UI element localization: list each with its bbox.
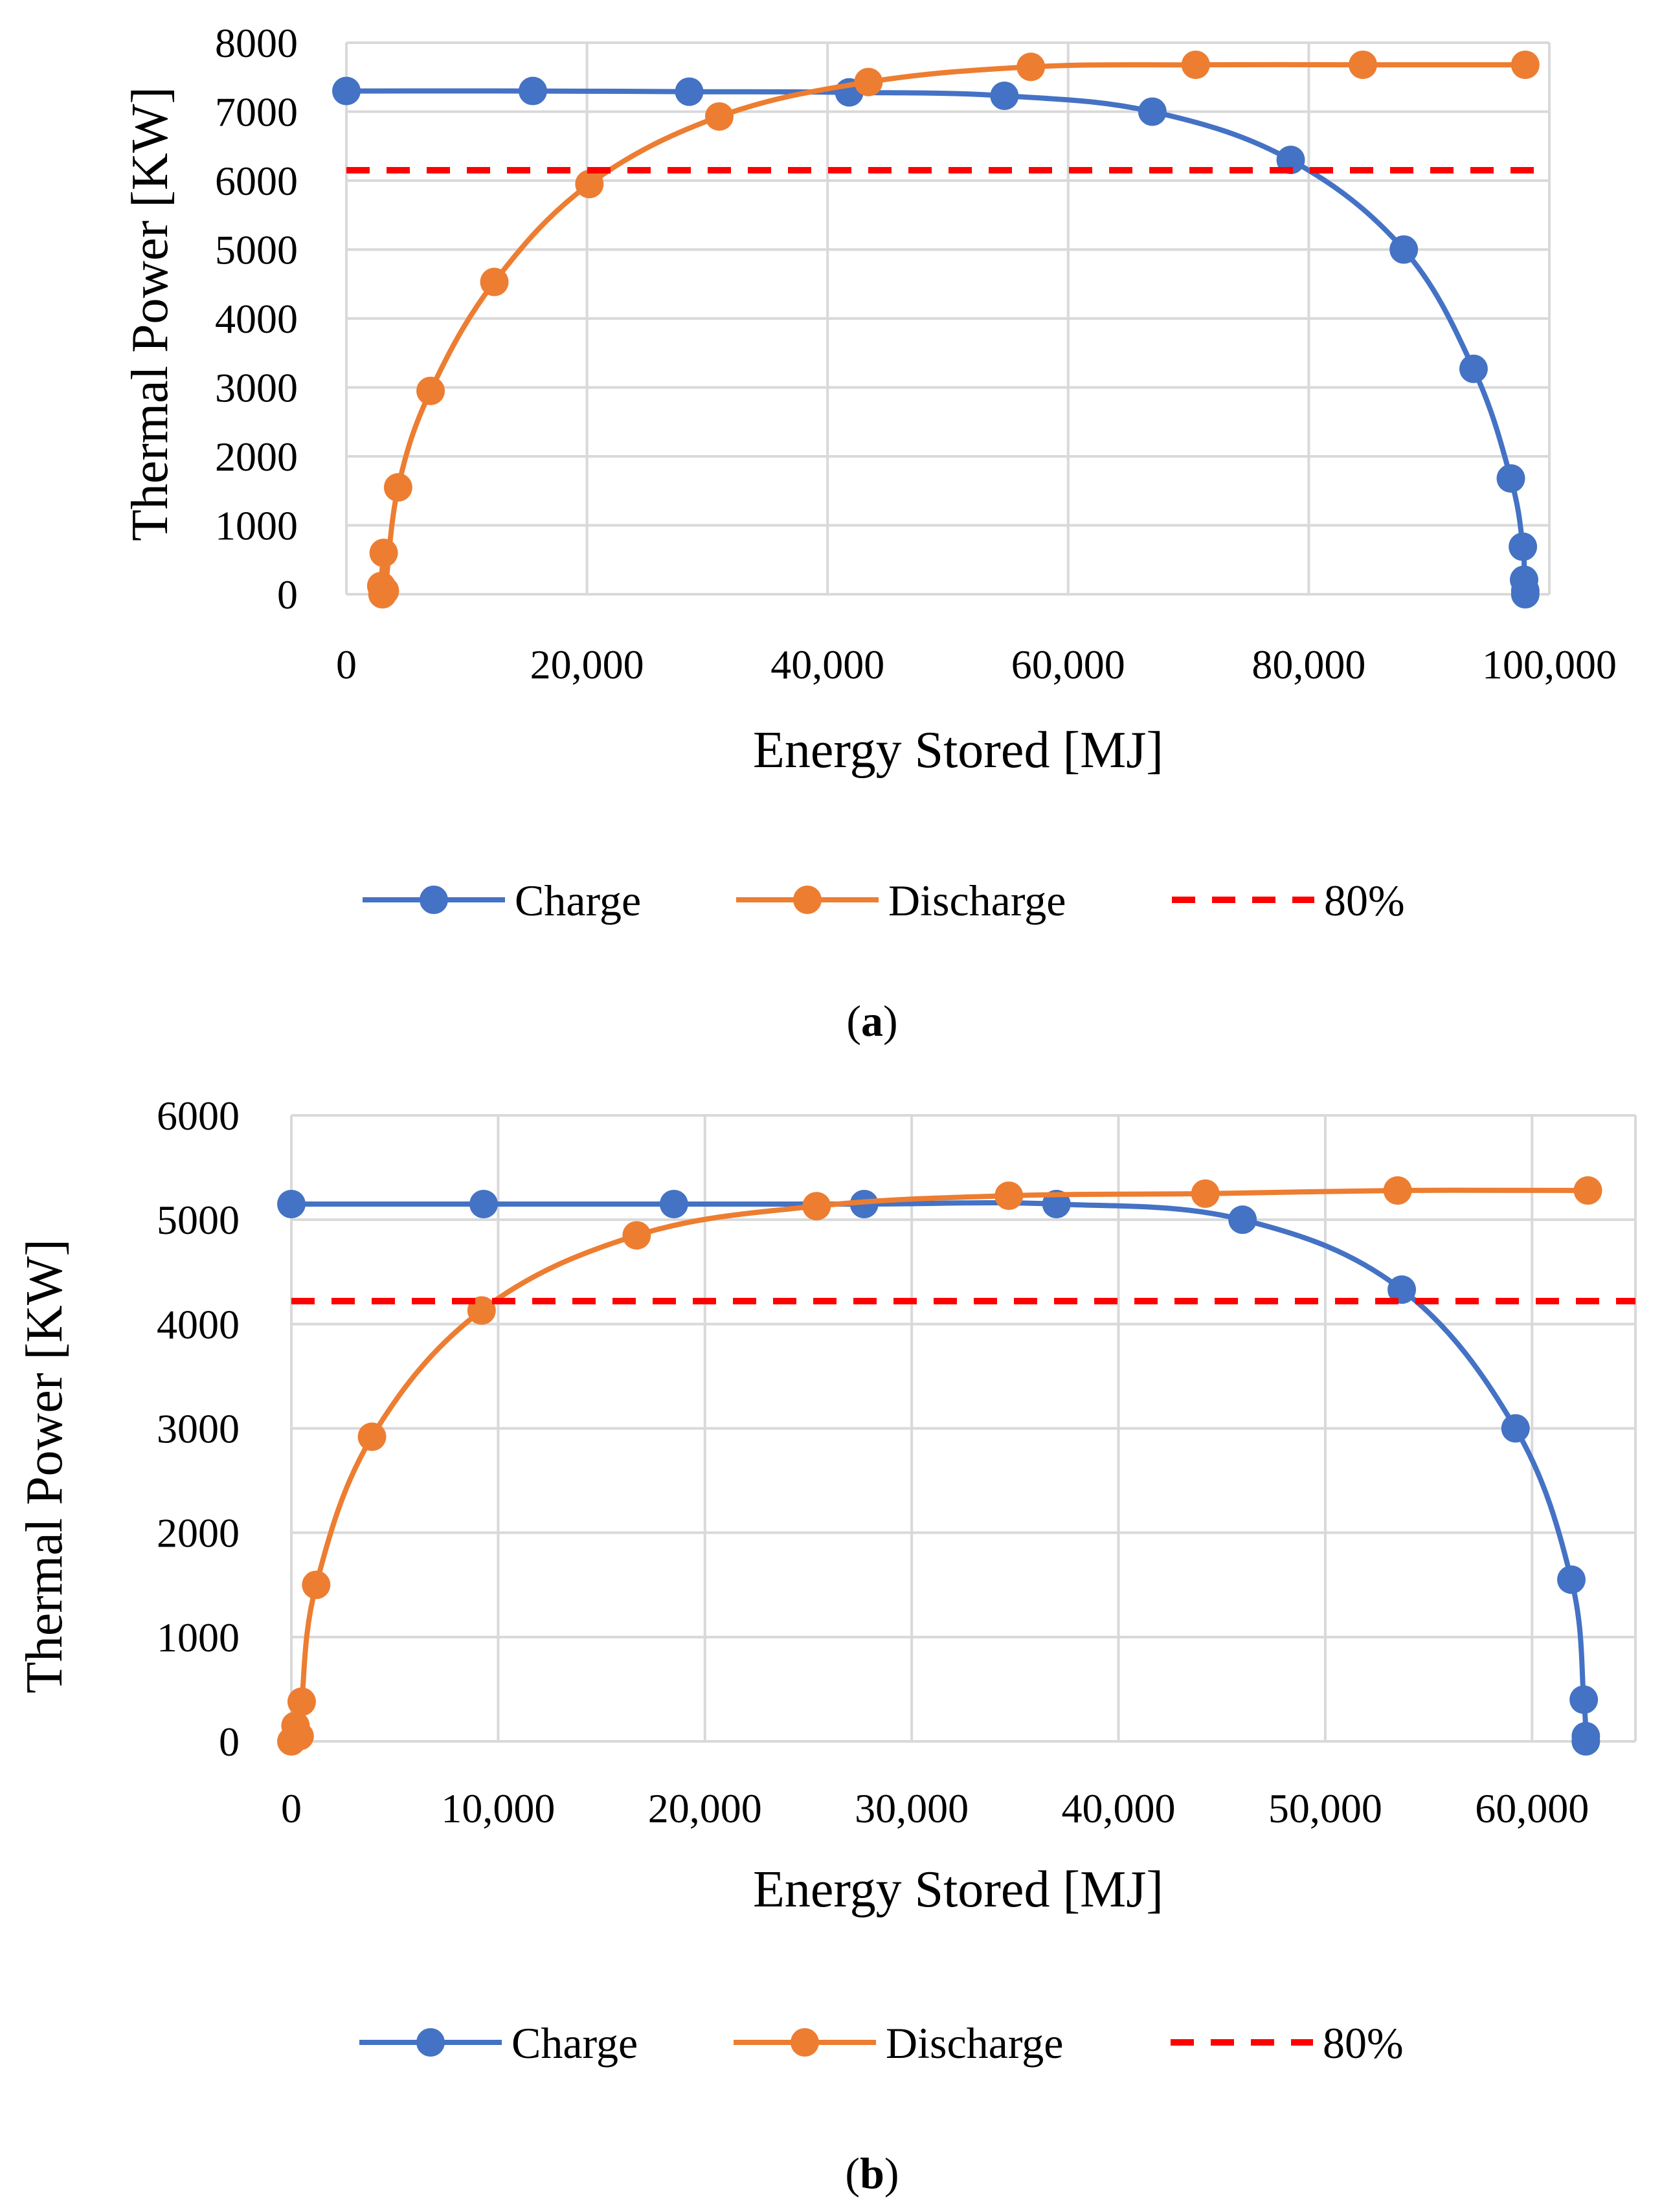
data-point-discharge-a (1016, 52, 1046, 82)
data-point-discharge-b (302, 1570, 331, 1600)
x-axis-title-b: Energy Stored [MJ] (753, 1861, 1163, 1918)
data-point-charge-a (1496, 464, 1525, 493)
data-point-charge-b (1569, 1685, 1599, 1714)
y-tick-label-a: 5000 (215, 227, 298, 273)
x-axis-title-a: Energy Stored [MJ] (753, 722, 1163, 779)
data-point-discharge-a (1510, 50, 1540, 80)
x-tick-label-b: 10,000 (441, 1785, 555, 1831)
y-tick-label-b: 0 (219, 1719, 240, 1765)
data-point-charge-b (1501, 1414, 1530, 1443)
legend-label-discharge-a: Discharge (888, 876, 1066, 925)
data-point-charge-a (675, 77, 704, 106)
legend-label-threshold-a: 80% (1324, 876, 1405, 925)
data-point-charge-a (1389, 235, 1419, 264)
data-point-discharge-b (357, 1422, 387, 1451)
data-point-charge-a (1509, 532, 1538, 561)
y-tick-label-a: 4000 (215, 296, 298, 342)
x-tick-label-a: 100,000 (1482, 642, 1617, 687)
x-tick-label-a: 80,000 (1252, 642, 1365, 687)
data-point-charge-b (277, 1189, 306, 1218)
data-point-discharge-a (854, 67, 883, 96)
x-tick-label-a: 20,000 (530, 642, 644, 687)
legend-marker-charge-a (420, 886, 448, 914)
data-point-charge-a (1138, 97, 1167, 126)
y-tick-label-a: 8000 (215, 20, 298, 66)
x-tick-label-b: 40,000 (1062, 1785, 1176, 1831)
y-tick-label-b: 2000 (157, 1510, 240, 1556)
data-point-discharge-b (1191, 1179, 1220, 1208)
data-point-charge-a (1510, 580, 1540, 609)
data-point-charge-a (332, 76, 361, 106)
data-point-charge-b (1387, 1275, 1417, 1304)
data-point-discharge-a (370, 576, 399, 605)
y-tick-label-a: 1000 (215, 503, 298, 549)
y-tick-label-b: 1000 (157, 1614, 240, 1660)
y-tick-label-b: 3000 (157, 1406, 240, 1452)
x-tick-label-b: 0 (281, 1785, 302, 1831)
data-point-charge-b (469, 1189, 499, 1218)
data-point-discharge-a (383, 473, 412, 502)
chart-panel-b: 0 1000 2000 3000 4000 5000 6000 0 10,000 20,000 30… (16, 1093, 1637, 2198)
series-line-charge-b (289, 1200, 1589, 1744)
x-tick-label-a: 40,000 (770, 642, 884, 687)
data-point-charge-a (1459, 354, 1488, 383)
data-point-discharge-a (1349, 50, 1378, 80)
legend-marker-charge-b (416, 2028, 445, 2057)
data-point-discharge-a (1181, 50, 1210, 80)
y-axis-title-b: Thermal Power [KW] (16, 1239, 73, 1693)
data-point-discharge-a (575, 170, 604, 199)
legend-b: Charge Discharge 80% (359, 2018, 1404, 2068)
x-tick-label-b: 30,000 (855, 1785, 969, 1831)
y-tick-label-a: 0 (277, 572, 298, 618)
legend-a: Charge Discharge 80% (363, 876, 1405, 925)
legend-label-charge-b: Charge (511, 2018, 638, 2068)
data-point-discharge-b (622, 1221, 651, 1250)
x-tick-label-b: 20,000 (648, 1785, 762, 1831)
data-point-charge-a (990, 82, 1019, 111)
data-point-discharge-a (416, 376, 445, 405)
series-line-discharge-b (289, 1187, 1591, 1744)
data-point-discharge-b (287, 1687, 316, 1716)
data-point-discharge-b (1573, 1176, 1602, 1205)
data-point-discharge-a (369, 539, 398, 568)
legend-label-threshold-b: 80% (1323, 2018, 1404, 2068)
data-point-charge-b (1228, 1205, 1257, 1234)
legend-label-discharge-b: Discharge (886, 2018, 1063, 2068)
series-line-charge-a (344, 88, 1528, 597)
y-tick-label-b: 6000 (157, 1093, 240, 1139)
data-point-charge-b (1571, 1727, 1600, 1756)
series-line-discharge-a (378, 61, 1528, 597)
data-point-charge-a (518, 76, 547, 106)
x-tick-label-b: 60,000 (1475, 1785, 1589, 1831)
caption-b-letter: b (860, 2149, 884, 2198)
x-tick-label-a: 60,000 (1011, 642, 1125, 687)
data-point-discharge-b (285, 1721, 314, 1750)
y-tick-label-a: 6000 (215, 158, 298, 204)
y-tick-label-b: 5000 (157, 1197, 240, 1243)
chart-panel-a: 0 1000 2000 3000 4000 5000 6000 7000 8000 0 20,000… (122, 20, 1617, 1045)
data-point-charge-b (1556, 1565, 1586, 1594)
caption-a: (a) (846, 996, 897, 1045)
y-axis-title-a: Thermal Power [KW] (122, 87, 179, 541)
data-point-charge-b (659, 1189, 688, 1218)
x-tick-label-b: 50,000 (1268, 1785, 1382, 1831)
data-point-discharge-a (480, 267, 509, 296)
data-point-discharge-b (802, 1192, 831, 1221)
data-point-discharge-a (704, 102, 734, 131)
x-tick-label-a: 0 (336, 642, 357, 687)
legend-marker-discharge-a (793, 886, 822, 914)
y-tick-label-b: 4000 (157, 1301, 240, 1347)
y-tick-label-a: 3000 (215, 365, 298, 411)
legend-label-charge-a: Charge (515, 876, 641, 925)
caption-a-letter: a (861, 996, 883, 1045)
data-point-discharge-b (994, 1181, 1024, 1211)
y-tick-label-a: 2000 (215, 434, 298, 480)
legend-marker-discharge-b (791, 2028, 819, 2057)
caption-b: (b) (845, 2149, 899, 2198)
data-point-discharge-b (1383, 1176, 1412, 1205)
y-tick-label-a: 7000 (215, 89, 298, 135)
